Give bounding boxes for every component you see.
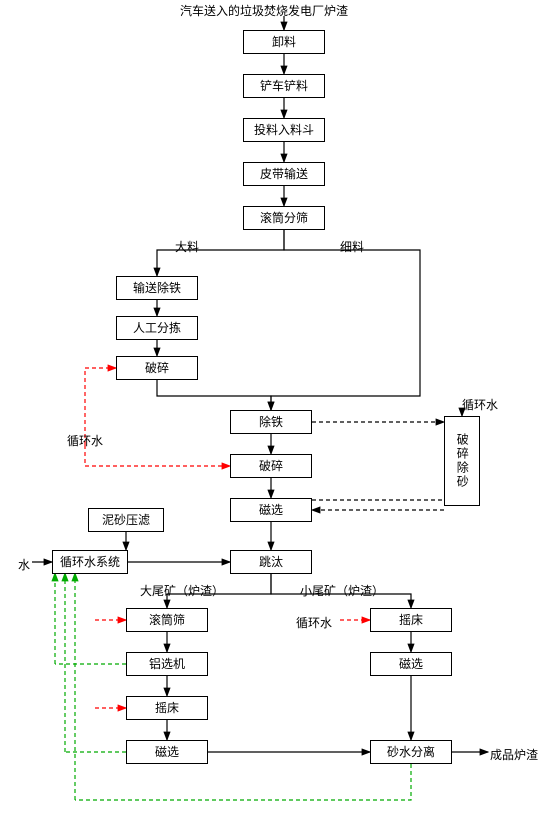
label-l_xh2: 循环水 (462, 396, 498, 413)
label-l_title: 汽车送入的垃圾焚烧发电厂炉渣 (180, 2, 348, 19)
label-l_shui: 水 (18, 556, 30, 573)
node-b11: 磁选 (230, 498, 312, 522)
node-b19: 磁选 (126, 740, 208, 764)
node-b9: 除铁 (230, 410, 312, 434)
label-l_xwk: 小尾矿（炉渣） (300, 582, 384, 599)
label-l_xilia: 细料 (340, 238, 364, 255)
node-b1: 卸料 (243, 30, 325, 54)
node-b3: 投料入料斗 (243, 118, 325, 142)
node-b14: 循环水系统 (52, 550, 128, 574)
node-b2: 铲车铲料 (243, 74, 325, 98)
node-b20: 摇床 (370, 608, 452, 632)
node-b15: 跳汰 (230, 550, 312, 574)
node-b13: 泥砂压滤 (88, 508, 164, 532)
label-l_dalia: 大料 (175, 238, 199, 255)
label-l_xh1: 循环水 (67, 432, 103, 449)
node-b6: 输送除铁 (116, 276, 198, 300)
node-b21: 磁选 (370, 652, 452, 676)
diagram-canvas: 卸料铲车铲料投料入料斗皮带输送滚筒分筛输送除铁人工分拣破碎除铁破碎磁选破碎除砂泥… (0, 0, 554, 822)
label-l_dwk: 大尾矿（炉渣） (140, 582, 224, 599)
node-b8: 破碎 (116, 356, 198, 380)
node-b5: 滚筒分筛 (243, 206, 325, 230)
node-b4: 皮带输送 (243, 162, 325, 186)
node-b16: 滚筒筛 (126, 608, 208, 632)
node-b10: 破碎 (230, 454, 312, 478)
label-l_cp: 成品炉渣 (490, 746, 538, 763)
node-b18: 摇床 (126, 696, 208, 720)
label-l_xh3: 循环水 (296, 614, 332, 631)
node-b7: 人工分拣 (116, 316, 198, 340)
node-b22: 砂水分离 (370, 740, 452, 764)
node-b17: 铝选机 (126, 652, 208, 676)
node-b12: 破碎除砂 (444, 416, 480, 506)
